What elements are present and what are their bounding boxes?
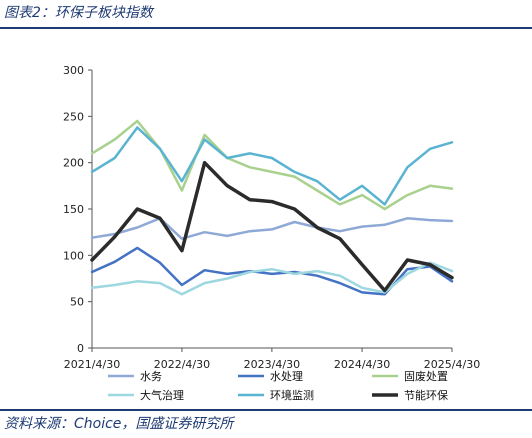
series-line-6: [90, 160, 454, 293]
legend-label: 节能环保: [404, 388, 448, 402]
legend-label: 水处理: [270, 370, 303, 383]
series-line-5: [90, 126, 454, 206]
chart-title: 图表2：环保子板块指数: [4, 5, 153, 21]
x-tick-label: 2022/4/30: [154, 358, 210, 371]
legend-label: 固废处置: [404, 369, 448, 383]
legend-label: 水务: [140, 370, 162, 383]
y-tick-label: 300: [63, 64, 84, 77]
y-tick-label: 200: [63, 157, 84, 170]
x-tick-label: 2023/4/30: [244, 358, 300, 371]
source-note: 资料来源：Choice，国盛证券研究所: [4, 416, 234, 432]
y-tick-label: 50: [70, 296, 84, 309]
x-tick-label: 2025/4/30: [424, 358, 480, 371]
line-chart: 0 50 100 150 200 250 300 2021/4/30 2022/4/30 2023…: [63, 64, 480, 402]
legend-label: 环境监测: [270, 388, 314, 402]
x-tick-label: 2021/4/30: [64, 358, 120, 371]
y-tick-label: 150: [63, 203, 84, 216]
y-tick-label: 100: [63, 249, 84, 262]
series-line-1: [90, 217, 454, 240]
y-tick-label: 0: [77, 342, 84, 355]
series-line-3: [90, 119, 454, 211]
bottom-divider: [0, 409, 532, 411]
legend-label: 大气治理: [140, 388, 184, 402]
y-tick-label: 250: [63, 110, 84, 123]
series-line-4: [90, 261, 454, 296]
x-tick-label: 2024/4/30: [334, 358, 390, 371]
top-divider: [0, 27, 532, 29]
